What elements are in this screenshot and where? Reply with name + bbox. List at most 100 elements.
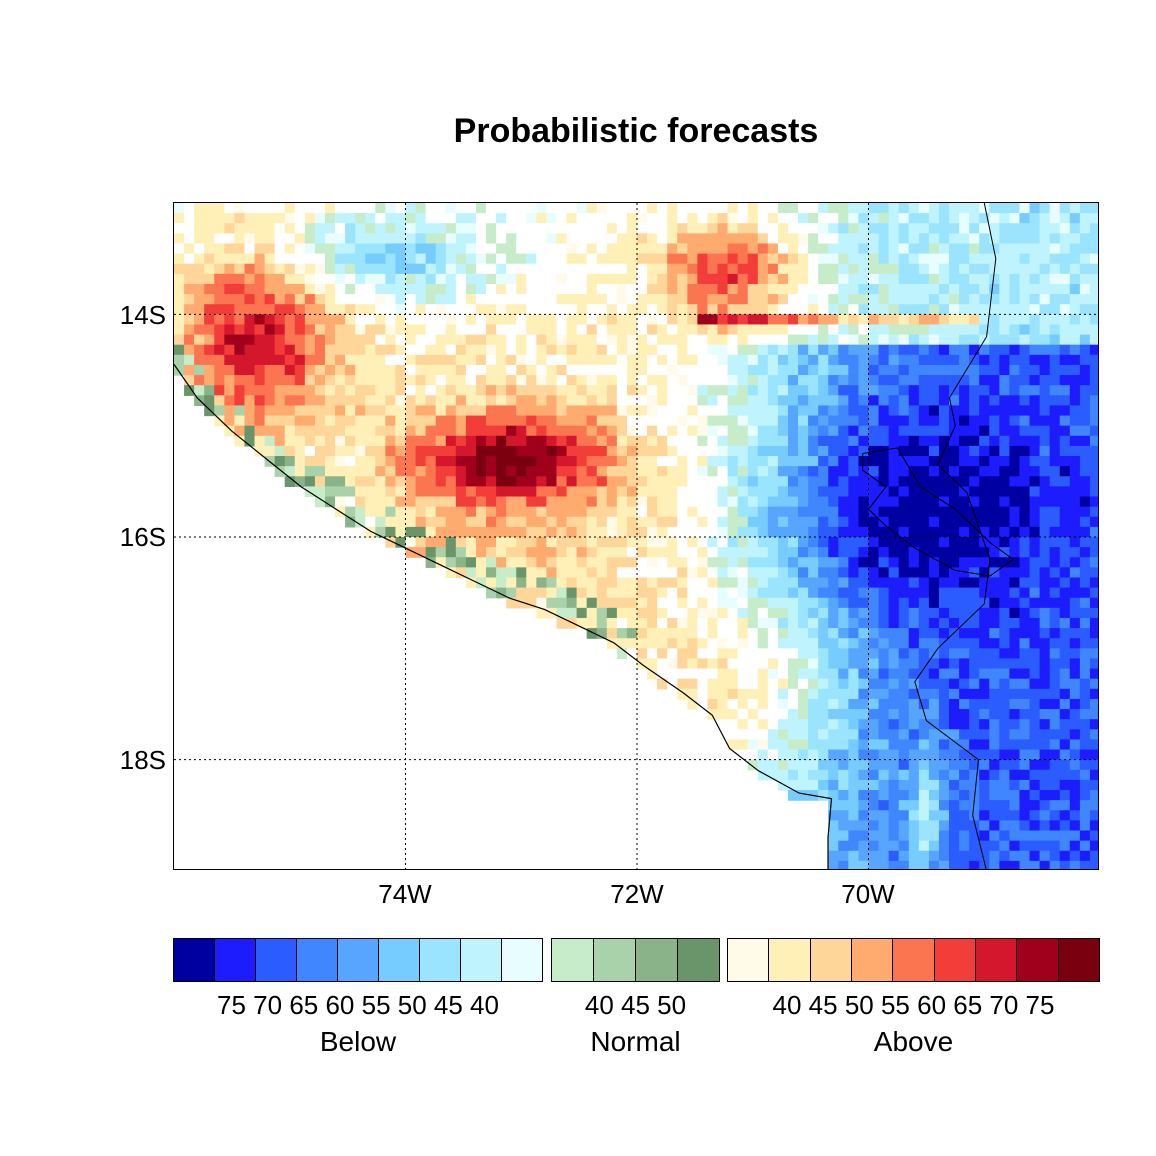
grid-cell xyxy=(908,364,920,376)
grid-cell xyxy=(737,233,749,245)
grid-cell xyxy=(516,253,527,265)
grid-cell xyxy=(616,395,628,407)
grid-cell xyxy=(506,354,517,366)
grid-cell xyxy=(1019,739,1031,751)
grid-cell xyxy=(616,587,628,599)
grid-cell xyxy=(858,759,870,771)
grid-cell xyxy=(274,233,286,245)
grid-cell xyxy=(1059,294,1071,305)
grid-cell xyxy=(637,557,648,568)
grid-cell xyxy=(1049,810,1061,821)
grid-cell xyxy=(1089,456,1098,467)
grid-cell xyxy=(1039,203,1051,214)
grid-cell xyxy=(677,577,688,589)
grid-cell xyxy=(445,395,457,407)
grid-cell xyxy=(465,233,477,245)
grid-cell xyxy=(908,445,920,457)
grid-cell xyxy=(546,324,558,336)
grid-cell xyxy=(355,506,366,518)
grid-cell xyxy=(938,415,950,427)
grid-cell xyxy=(787,273,799,285)
grid-cell xyxy=(345,405,356,417)
grid-cell xyxy=(435,547,447,558)
grid-cell xyxy=(1049,415,1061,427)
grid-cell xyxy=(526,516,537,528)
grid-cell xyxy=(264,435,276,447)
grid-cell xyxy=(717,456,729,467)
grid-cell xyxy=(445,243,457,255)
grid-cell xyxy=(848,597,860,609)
grid-cell xyxy=(818,567,829,579)
grid-cell xyxy=(224,304,235,315)
grid-cell xyxy=(777,537,789,548)
grid-cell xyxy=(1049,547,1061,558)
grid-cell xyxy=(727,415,739,427)
grid-cell xyxy=(878,253,890,265)
grid-cell xyxy=(787,314,799,326)
grid-cell xyxy=(908,688,920,700)
grid-cell xyxy=(999,688,1011,700)
grid-cell xyxy=(999,739,1011,751)
grid-cell xyxy=(486,223,497,234)
grid-cell xyxy=(415,364,427,376)
grid-cell xyxy=(828,415,839,427)
grid-cell xyxy=(304,364,316,376)
grid-cell xyxy=(596,415,608,427)
grid-cell xyxy=(1039,283,1051,295)
grid-cell xyxy=(395,243,407,255)
grid-cell xyxy=(999,203,1011,214)
grid-cell xyxy=(647,364,658,376)
grid-cell xyxy=(596,506,608,518)
grid-cell xyxy=(1049,375,1061,386)
grid-cell xyxy=(284,253,296,265)
grid-cell xyxy=(898,567,910,579)
grid-cell xyxy=(1089,709,1098,720)
grid-cell xyxy=(918,445,930,457)
grid-cell xyxy=(878,375,890,386)
grid-cell xyxy=(999,354,1011,366)
grid-cell xyxy=(566,203,578,214)
grid-cell xyxy=(345,344,356,356)
grid-cell xyxy=(566,496,578,508)
grid-cell xyxy=(435,283,447,295)
grid-cell xyxy=(818,243,829,255)
grid-cell xyxy=(435,324,447,336)
grid-cell xyxy=(888,729,900,741)
colorbar-below-swatch xyxy=(461,939,502,981)
grid-cell xyxy=(415,344,427,356)
grid-cell xyxy=(284,203,296,214)
grid-cell xyxy=(818,779,829,791)
grid-cell xyxy=(979,456,990,467)
grid-cell xyxy=(395,223,407,234)
grid-cell xyxy=(737,648,749,660)
grid-cell xyxy=(546,476,558,487)
grid-cell xyxy=(1039,526,1051,538)
grid-cell xyxy=(536,405,548,417)
grid-cell xyxy=(737,628,749,639)
lake-titicaca-outline xyxy=(862,447,1015,577)
grid-cell xyxy=(586,253,598,265)
grid-cell xyxy=(848,273,860,285)
grid-cell xyxy=(1049,557,1061,568)
grid-cell xyxy=(959,790,970,801)
grid-cell xyxy=(838,456,849,467)
grid-cell xyxy=(647,537,658,548)
grid-cell xyxy=(908,405,920,417)
grid-cell xyxy=(526,344,537,356)
grid-cell xyxy=(546,466,558,477)
grid-cell xyxy=(878,273,890,285)
grid-cell xyxy=(1009,486,1021,498)
grid-cell xyxy=(616,364,628,376)
grid-cell xyxy=(969,233,980,245)
grid-cell xyxy=(727,283,739,295)
grid-cell xyxy=(989,395,1000,407)
grid-cell xyxy=(264,385,276,396)
grid-cell xyxy=(556,496,568,508)
grid-cell xyxy=(1019,617,1031,629)
grid-cell xyxy=(626,466,638,477)
grid-cell xyxy=(375,324,386,336)
grid-cell xyxy=(717,658,729,670)
grid-cell xyxy=(657,678,668,690)
grid-cell xyxy=(1029,304,1041,315)
grid-cell xyxy=(184,233,195,245)
